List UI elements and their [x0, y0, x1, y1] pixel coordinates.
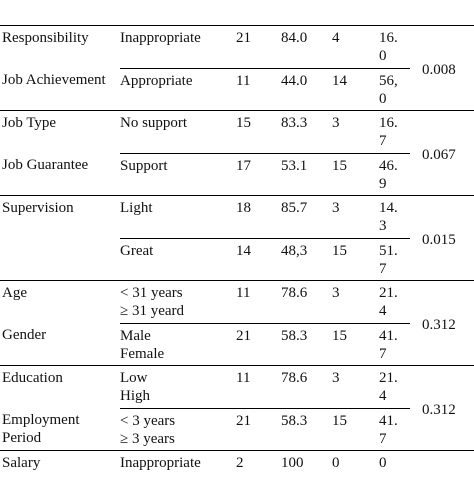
- cell: 21.4: [365, 280, 410, 323]
- cell: 41.7: [365, 407, 410, 451]
- category: Inappropriate: [120, 450, 232, 493]
- table-body: Responsibility Inappropriate 21 84.0 4 16.0 0.…: [0, 25, 474, 493]
- p-value: 0.312: [410, 280, 474, 366]
- category: Inappropriate: [120, 25, 232, 68]
- percent-2: 16.7: [379, 115, 398, 149]
- category: Low High: [120, 365, 232, 408]
- percent-1: 58.3: [268, 322, 320, 366]
- group-label: Age: [0, 280, 120, 323]
- percent-1: 78.6: [268, 365, 320, 408]
- category: < 3 years ≥ 3 years: [120, 407, 232, 451]
- percent-2: 21.4: [379, 370, 398, 404]
- group-label: Education: [0, 365, 120, 408]
- percent-2: 56,0: [379, 72, 398, 107]
- count-1: 21: [232, 25, 268, 68]
- count-2: 15: [320, 407, 365, 451]
- p-value: 0.067: [410, 110, 474, 196]
- percent-1: 48,3: [268, 237, 320, 281]
- count-1: 15: [232, 110, 268, 153]
- percent-2: 0: [379, 455, 387, 471]
- percent-2: 51.7: [379, 242, 398, 277]
- percent-1: 53.1: [268, 152, 320, 196]
- category: Light: [120, 195, 232, 238]
- percent-2: 41.7: [379, 327, 398, 362]
- table-row: Job Guarantee Support 17 53.1 15 46.9: [0, 152, 474, 196]
- percent-1: 83.3: [268, 110, 320, 153]
- group-label: Gender: [2, 327, 47, 343]
- cell: 21.4: [365, 365, 410, 408]
- table-row: Age < 31 years ≥ 31 yeard 11 78.6 3 21.4 0.312: [0, 280, 474, 366]
- percent-1: 78.6: [268, 280, 320, 323]
- count-2: 15: [320, 152, 365, 196]
- cell: 16.0: [365, 25, 410, 68]
- cell: 0: [365, 450, 410, 493]
- percent-2: 21.4: [379, 285, 398, 319]
- count-1: 17: [232, 152, 268, 196]
- p-value: 0.008: [410, 25, 474, 111]
- category: No support: [120, 110, 232, 153]
- group-label: Supervision: [0, 195, 120, 238]
- p-value: 0.015: [410, 195, 474, 281]
- table-row: Salary Inappropriate 2 100 0 0: [0, 450, 474, 493]
- group-label: Responsibility: [0, 25, 120, 68]
- count-2: 15: [320, 322, 365, 366]
- count-1: 2: [232, 450, 268, 493]
- cell: 51.7: [365, 237, 410, 281]
- table-row: Employment Period < 3 years ≥ 3 years 21 58…: [0, 407, 474, 451]
- count-2: 3: [320, 110, 365, 153]
- cell: 16.7: [365, 110, 410, 153]
- category: < 31 years ≥ 31 yeard: [120, 280, 232, 323]
- count-1: 11: [232, 365, 268, 408]
- table-row: Education Low High 11 78.6 3 21.4 0.312: [0, 365, 474, 451]
- table-row: Gender Male Female 21 58.3 15 41.7: [0, 322, 474, 366]
- group-label: Job Achievement: [2, 72, 106, 88]
- cell: 46.9: [365, 152, 410, 196]
- count-1: 21: [232, 407, 268, 451]
- percent-1: 85.7: [268, 195, 320, 238]
- percent-2: 14.3: [379, 200, 398, 234]
- empty-cell: [0, 238, 120, 281]
- count-2: 15: [320, 237, 365, 281]
- cell: 14.3: [365, 195, 410, 238]
- percent-1: 44.0: [268, 67, 320, 111]
- page: Responsibility Inappropriate 21 84.0 4 16.0 0.…: [0, 25, 474, 493]
- percent-1: 58.3: [268, 407, 320, 451]
- group-label: Job Type: [0, 110, 120, 153]
- p-value: 0.312: [410, 365, 474, 451]
- count-1: 11: [232, 280, 268, 323]
- percent-2: 16.0: [379, 30, 398, 64]
- group-label: Job Guarantee: [2, 157, 89, 173]
- count-2: 3: [320, 195, 365, 238]
- percent-1: 84.0: [268, 25, 320, 68]
- table-row: Job Achievement Appropriate 11 44.0 14 56,0: [0, 67, 474, 111]
- count-2: 4: [320, 25, 365, 68]
- table-row: Responsibility Inappropriate 21 84.0 4 16.0 0.…: [0, 25, 474, 111]
- group-label: Salary: [0, 450, 120, 493]
- data-table: Responsibility Inappropriate 21 84.0 4 16.0 0.…: [0, 25, 474, 493]
- count-2: 3: [320, 280, 365, 323]
- count-2: 0: [320, 450, 365, 493]
- percent-1: 100: [268, 450, 320, 493]
- count-1: 14: [232, 237, 268, 281]
- empty-cell: [410, 450, 474, 493]
- count-1: 18: [232, 195, 268, 238]
- table-row: Supervision Light 18 85.7 3 14.3 0.015: [0, 195, 474, 281]
- percent-2: 46.9: [379, 157, 398, 192]
- group-label: Employment Period: [2, 412, 80, 446]
- percent-2: 41.7: [379, 412, 398, 447]
- category: Appropriate: [120, 67, 232, 111]
- count-2: 3: [320, 365, 365, 408]
- count-1: 21: [232, 322, 268, 366]
- category: Support: [120, 152, 232, 196]
- cell: 41.7: [365, 322, 410, 366]
- table-row: Great 14 48,3 15 51.7: [0, 237, 474, 281]
- count-1: 11: [232, 67, 268, 111]
- table-row: Job Type No support 15 83.3 3 16.7 0.067: [0, 110, 474, 196]
- category: Great: [120, 237, 232, 281]
- cell: 56,0: [365, 67, 410, 111]
- category: Male Female: [120, 322, 232, 366]
- count-2: 14: [320, 67, 365, 111]
